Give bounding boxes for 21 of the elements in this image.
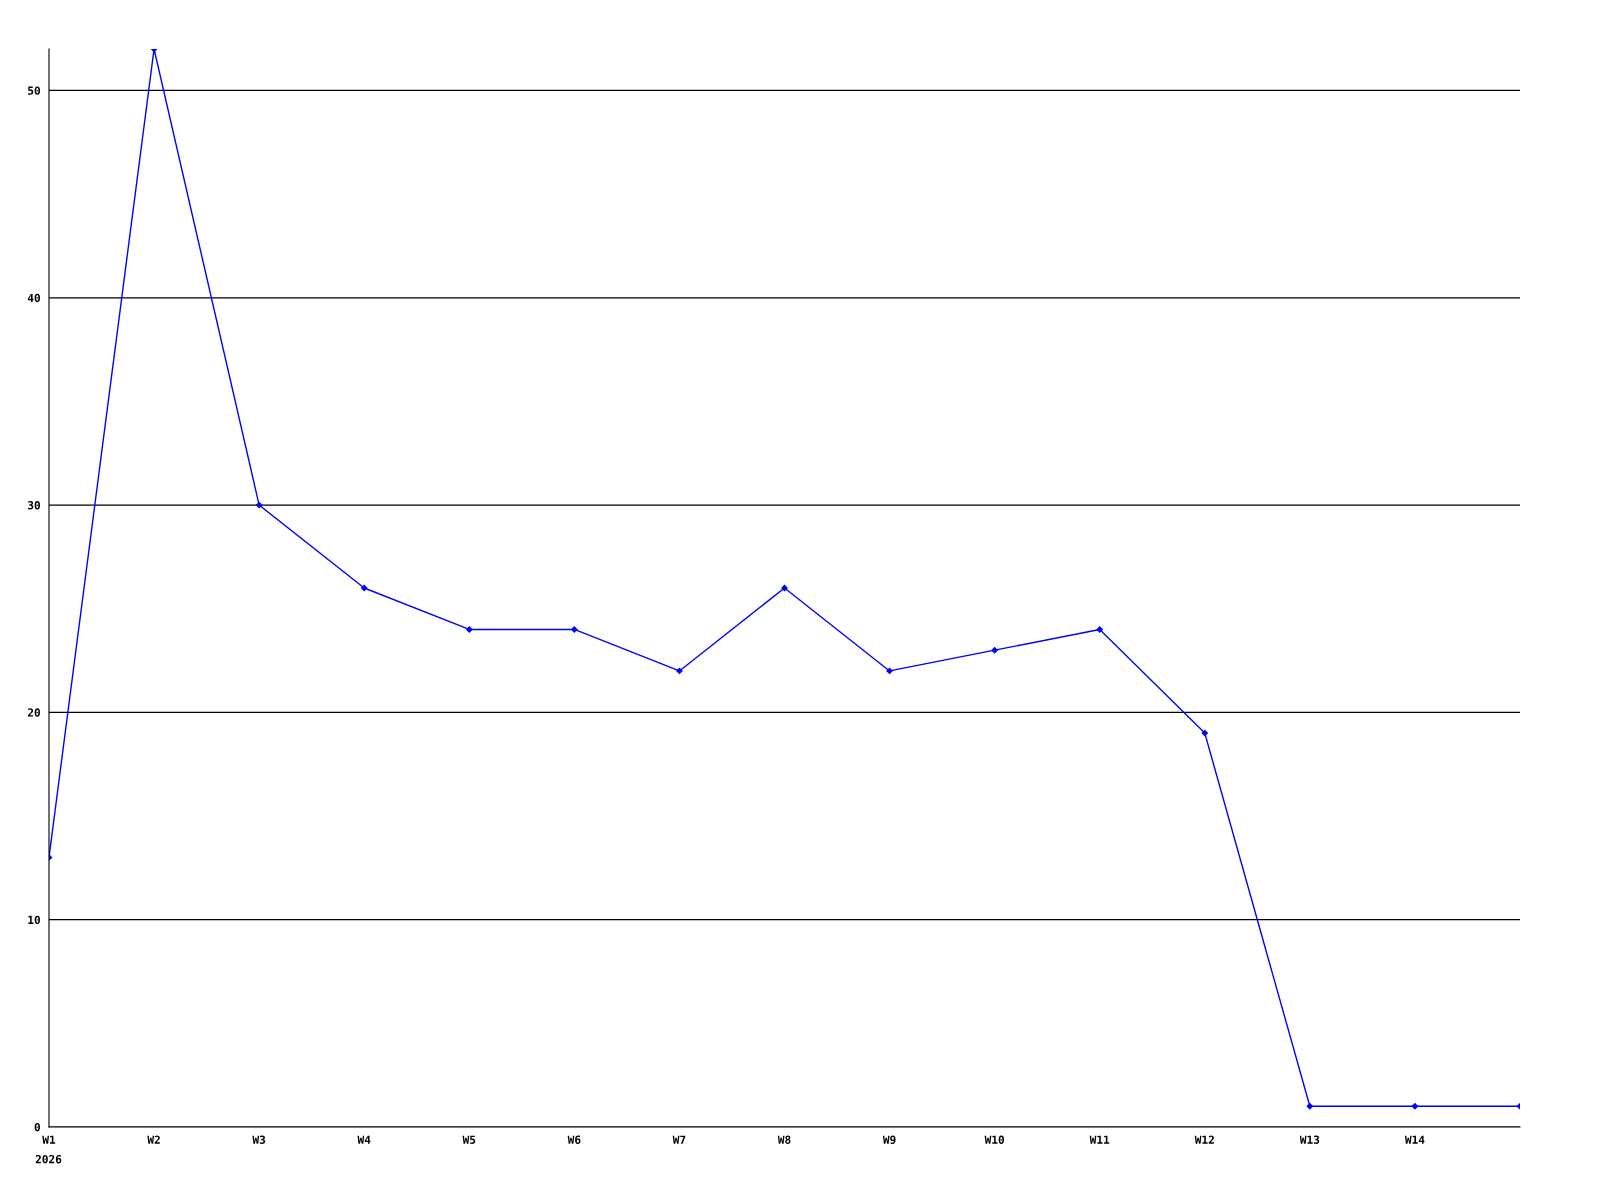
y-tick-label: 0 [34, 1122, 40, 1132]
x-tick-label: W2 [147, 1135, 160, 1144]
x-tick-label: W8 [777, 1135, 791, 1144]
x-tick-label: W14 [1404, 1135, 1425, 1144]
x-tick-label: W1 [42, 1135, 56, 1144]
x-tick-label: W3 [252, 1135, 266, 1144]
y-tick-label: 40 [27, 293, 40, 303]
text: 2026 [35, 1154, 62, 1164]
x-tick-label: W10 [984, 1135, 1005, 1144]
x-tick-label: W13 [1299, 1135, 1320, 1144]
y-tick-label: 10 [28, 915, 40, 925]
x-tick-label: W5 [462, 1135, 476, 1144]
x-tick-label: W12 [1194, 1135, 1214, 1144]
x-tick-label: W6 [567, 1135, 581, 1144]
y-tick-label: 30 [27, 501, 40, 510]
y-tick-label: 20 [27, 708, 40, 717]
x-tick-label: W9 [882, 1135, 896, 1144]
x-tick-label: W7 [672, 1135, 686, 1144]
x-tick-label: W11 [1089, 1135, 1110, 1144]
y-tick-label: 50 [28, 86, 40, 95]
x-tick-label: W4 [357, 1135, 371, 1144]
